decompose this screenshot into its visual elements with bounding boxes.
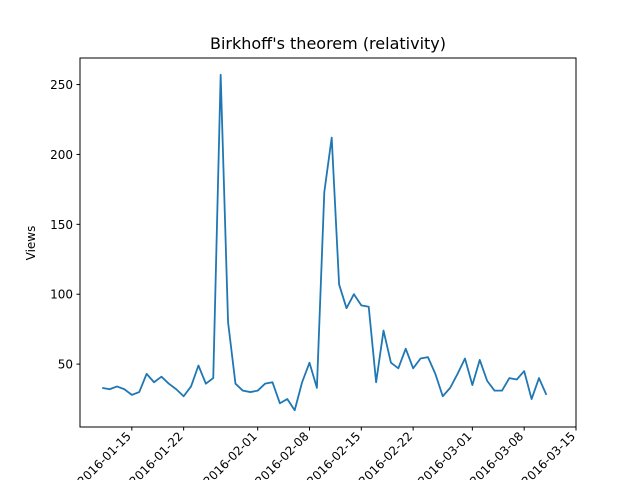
series-line (102, 73, 548, 412)
series-layer (102, 73, 548, 412)
y-tick-label: 100 (50, 288, 73, 302)
x-tick-label: 2016-01-22 (127, 429, 186, 480)
plot-area-frame (79, 57, 577, 428)
x-tick-label: 2016-02-01 (201, 429, 260, 480)
y-tick-label: 50 (58, 358, 73, 372)
y-axis: 50 100 150 200 250 (50, 78, 80, 372)
x-tick-label: 2016-01-15 (75, 429, 134, 480)
x-tick-label: 2016-02-08 (252, 429, 311, 480)
y-axis-label: Views (24, 226, 38, 261)
x-tick-label: 2016-02-22 (356, 429, 415, 480)
y-tick-label: 250 (50, 78, 73, 92)
chart-title: Birkhoff's theorem (relativity) (210, 34, 446, 53)
y-tick-label: 150 (50, 218, 73, 232)
x-tick-label: 2016-02-15 (304, 429, 363, 480)
x-tick-label: 2016-03-01 (415, 429, 474, 480)
y-tick-label: 200 (50, 148, 73, 162)
x-tick-label: 2016-03-15 (519, 429, 578, 480)
x-tick-label: 2016-03-08 (467, 429, 526, 480)
